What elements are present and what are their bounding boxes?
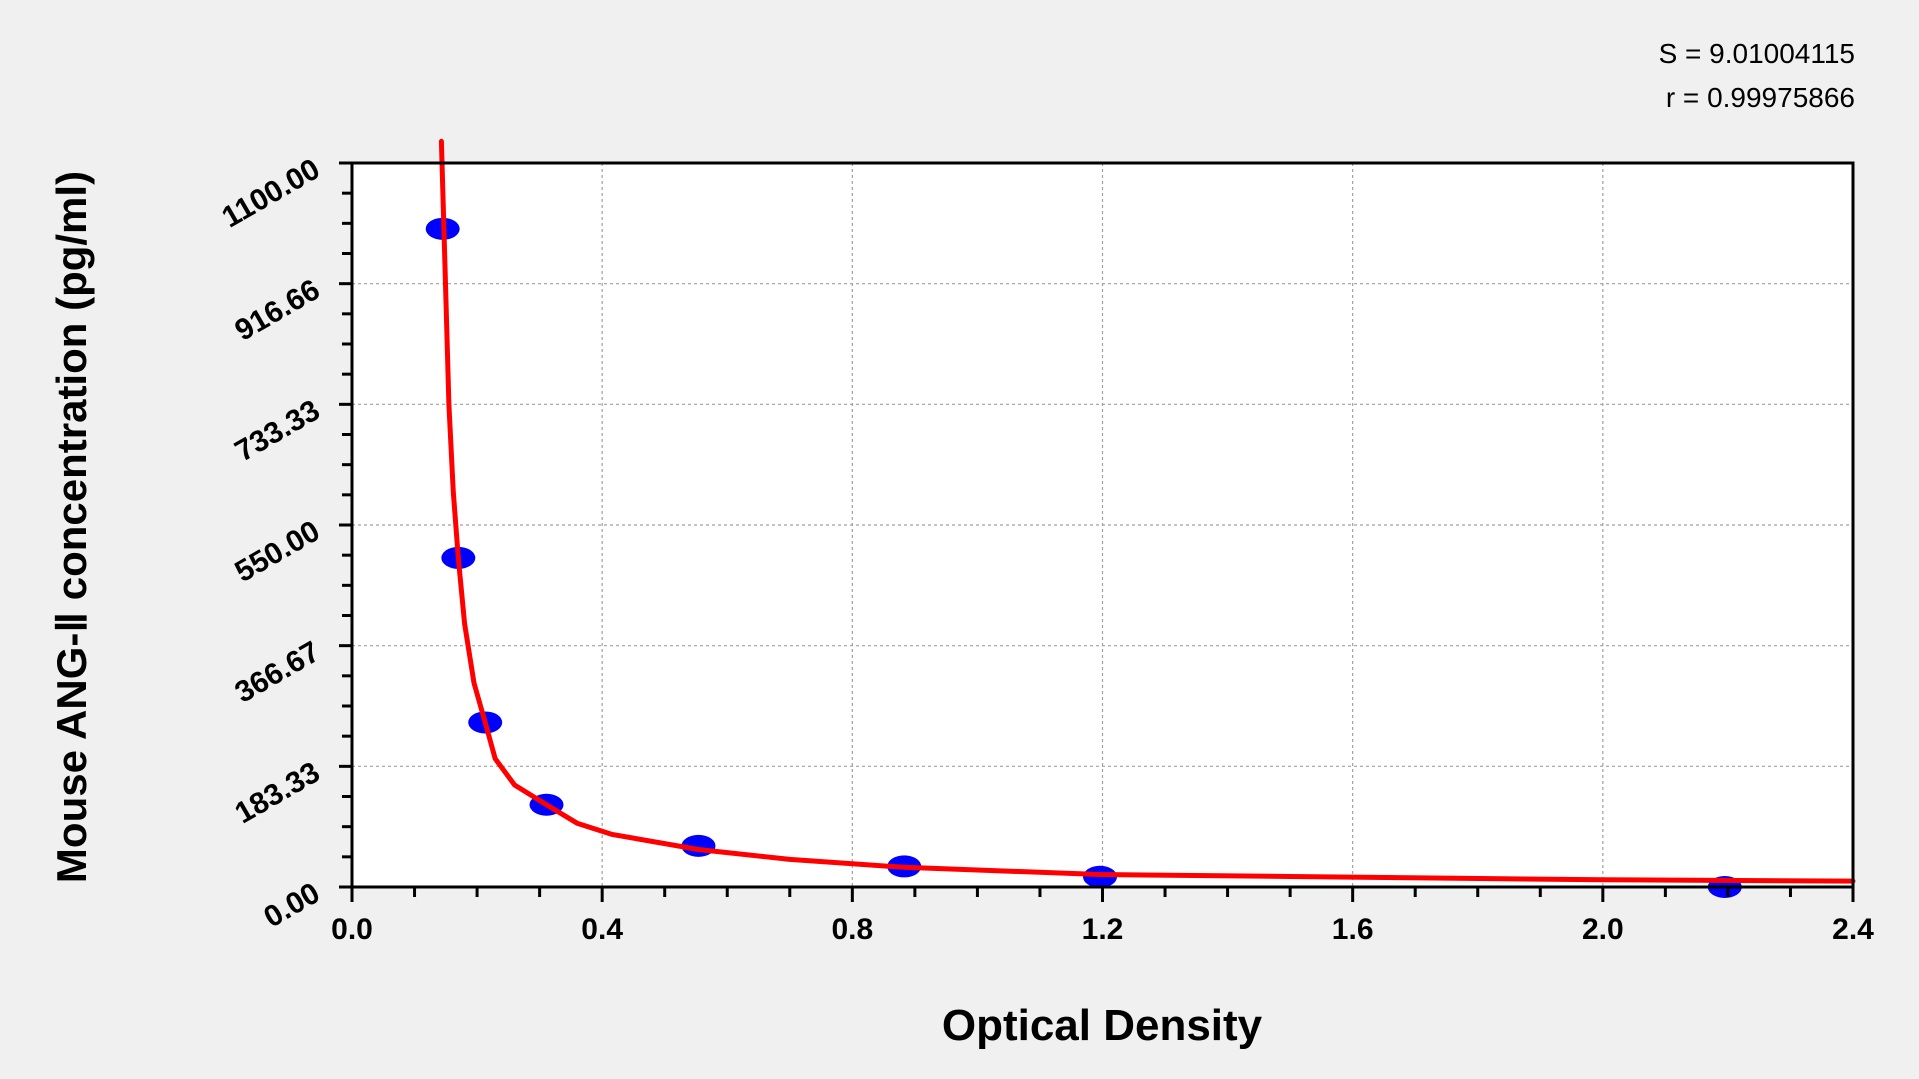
fit-curve-layer: [438, 138, 1856, 884]
x-axis-label: Optical Density: [942, 1001, 1263, 1050]
y-tick-label: 366.67: [230, 635, 326, 709]
x-tick-label: 0.4: [581, 913, 623, 946]
x-tick-label: 0.8: [831, 913, 873, 946]
y-tick-label: 733.33: [230, 394, 326, 468]
axis-ticks: [339, 161, 1855, 902]
x-tick-label: 1.2: [1082, 913, 1124, 946]
y-tick-label: 916.66: [230, 273, 326, 347]
y-tick-label: 0.00: [258, 876, 325, 934]
x-tick-labels: 0.0 0.4 0.8 1.2 1.6 2.0 2.4: [331, 913, 1874, 946]
y-tick-label: 183.33: [230, 756, 326, 830]
y-tick-labels: 0.00 183.33 366.67 550.00 733.33 916.66 1100.0…: [217, 152, 326, 934]
y-tick-label: 1100.00: [217, 152, 326, 234]
x-tick-label: 1.6: [1332, 913, 1374, 946]
grid-lines: [352, 163, 1853, 887]
r-statistic: r = 0.99975866: [1665, 82, 1855, 113]
x-tick-label: 0.0: [331, 913, 373, 946]
fit-curve: [438, 138, 1856, 884]
y-axis-label: Mouse ANG-Ⅱ concentration (pg/ml): [48, 171, 95, 883]
x-tick-label: 2.0: [1582, 913, 1624, 946]
y-tick-label: 550.00: [230, 514, 326, 588]
x-tick-label: 2.4: [1832, 913, 1874, 946]
s-statistic: S = 9.01004115: [1658, 38, 1855, 69]
